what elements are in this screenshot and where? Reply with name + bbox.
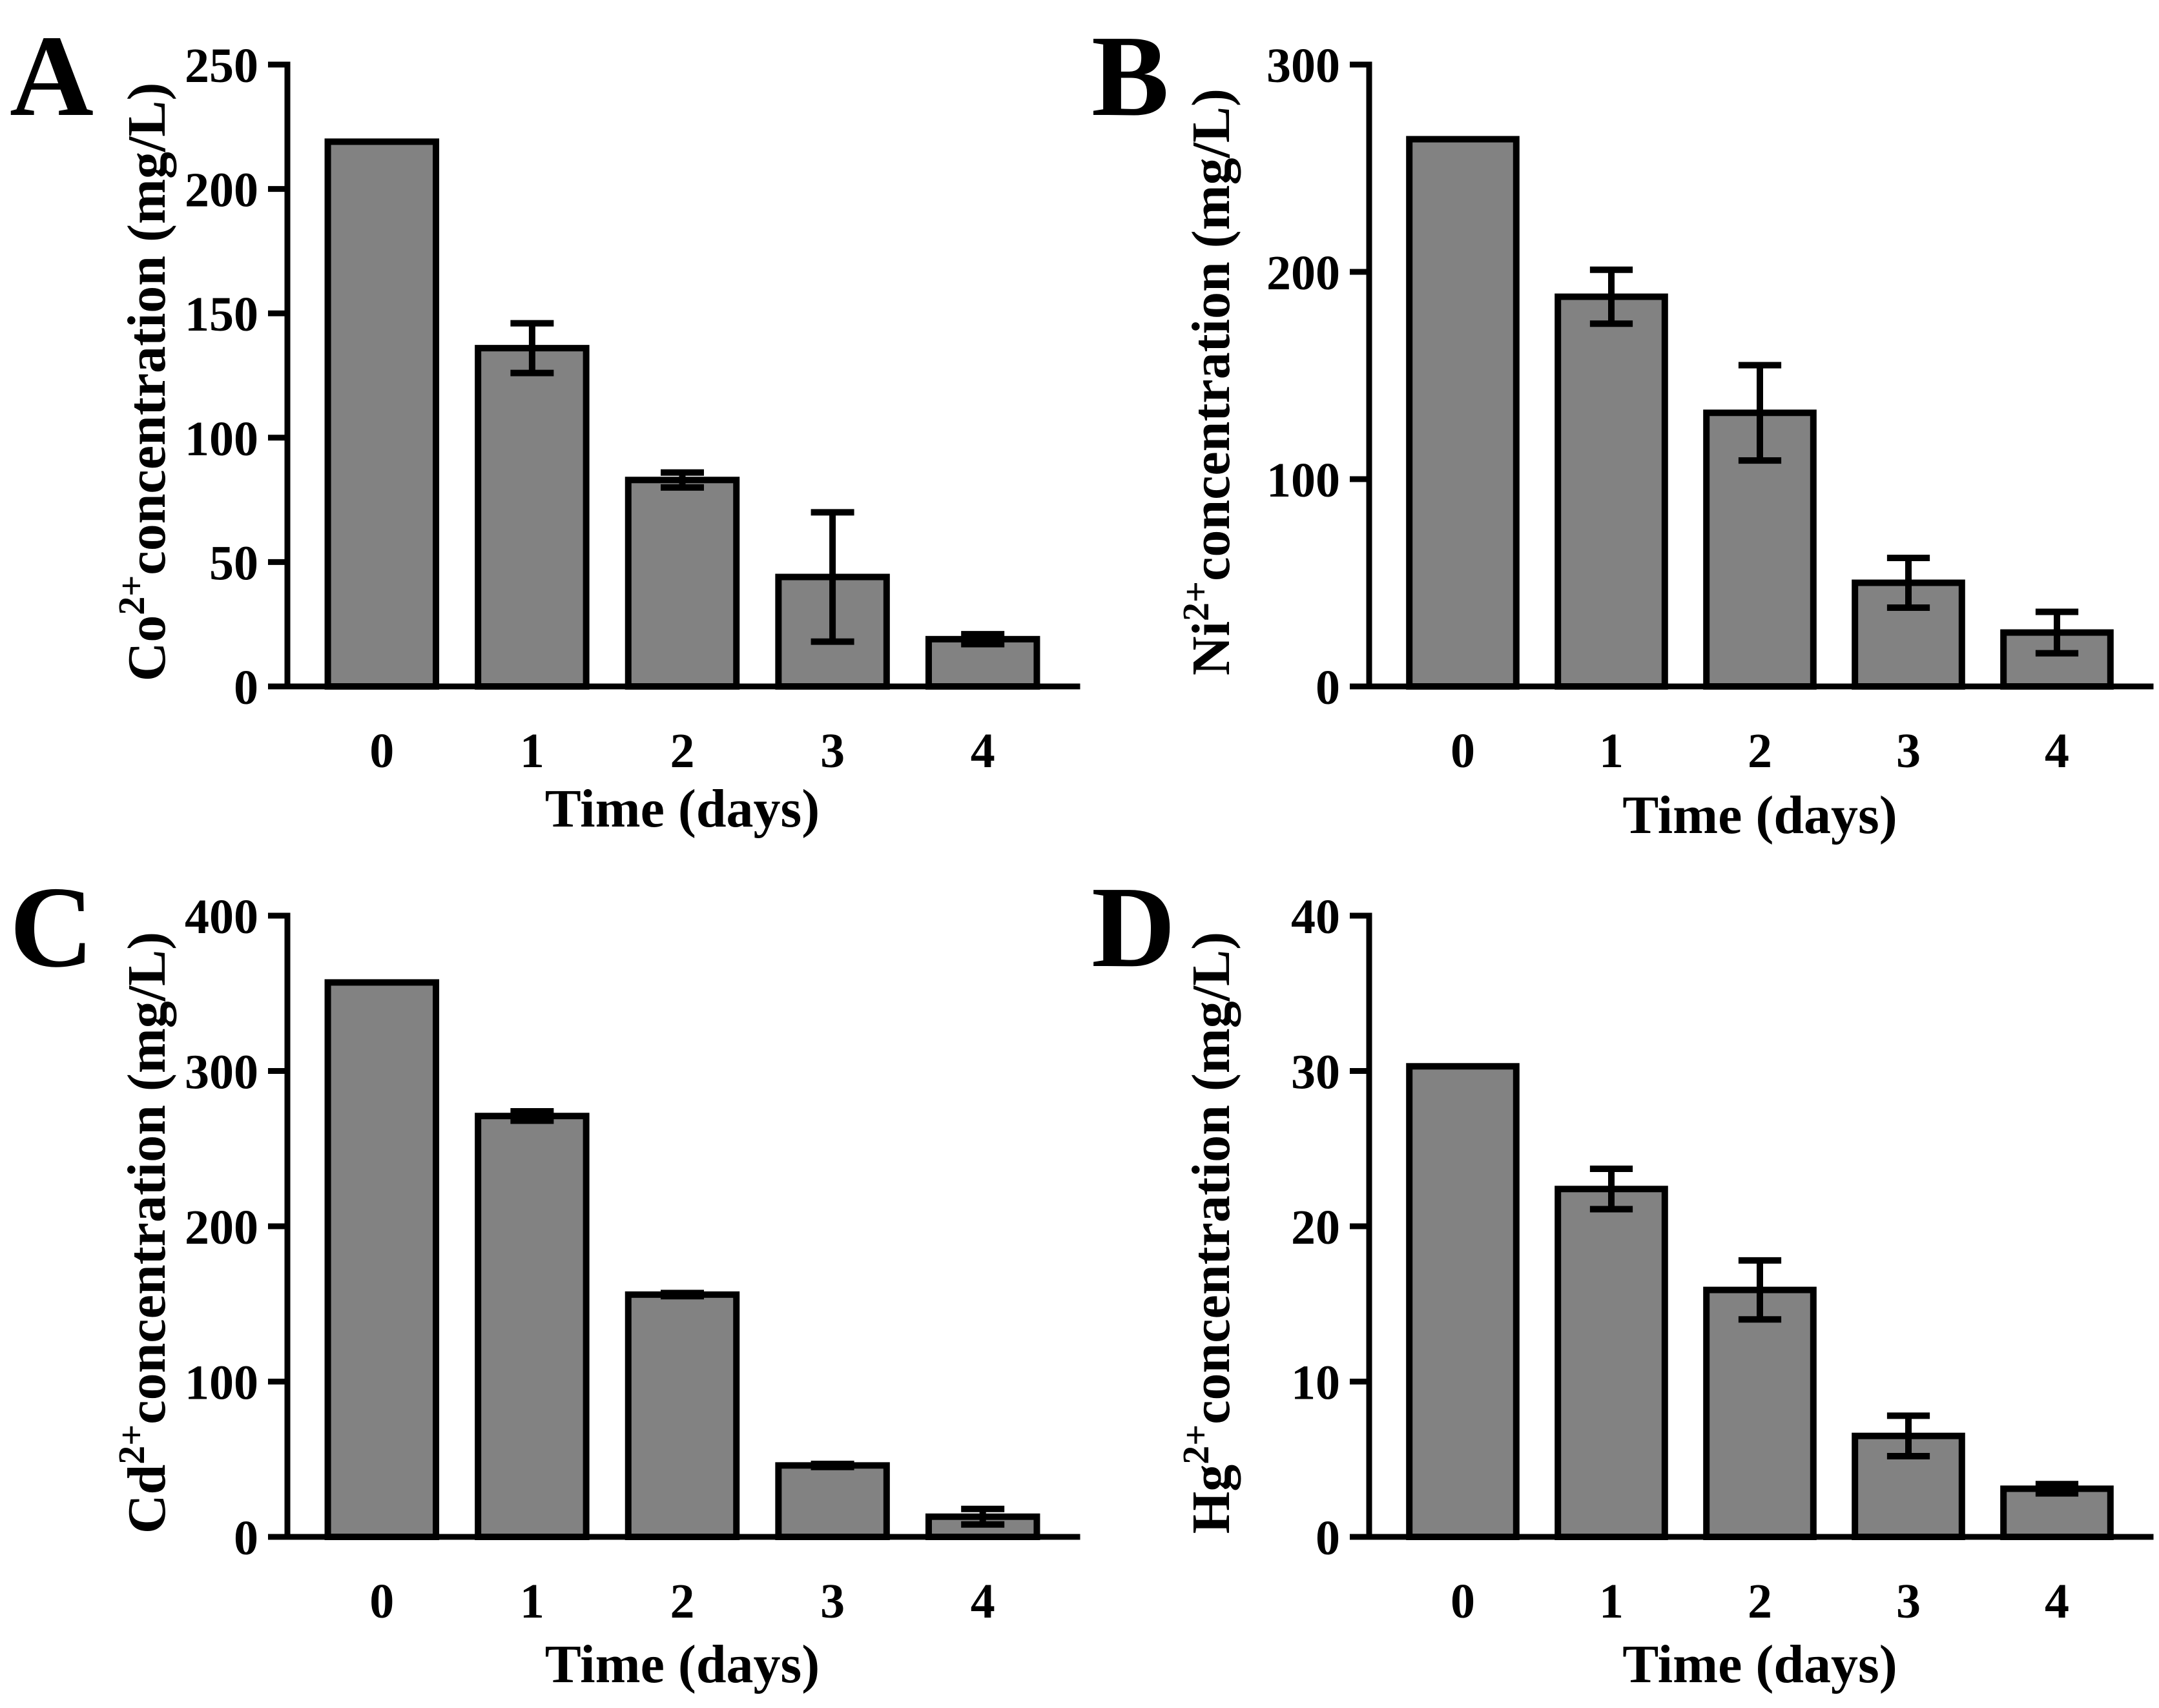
bar: [1555, 1186, 1668, 1540]
bar: [475, 1113, 590, 1540]
ion-symbol: Co: [117, 615, 177, 682]
x-tick-label: 3: [820, 724, 845, 778]
x-axis-title: Time (days): [1622, 785, 1897, 845]
bar: [324, 979, 440, 1541]
x-axis-title: Time (days): [1622, 1634, 1897, 1694]
panel-a: A 0 1 2 3 4 0 50 100 150 200 250 Time (days) Co2+conc…: [10, 12, 1080, 839]
panel-b: B 0 1 2 3 4 0 100 200 300 Time (days) Ni2+concentra…: [1091, 12, 2154, 845]
bar: [1406, 136, 1520, 690]
bar: [1555, 293, 1668, 690]
panel-letter: C: [10, 863, 94, 991]
y-axis-title: Ni2+concentration (mg/L): [1175, 88, 1241, 675]
y-tick-label: 100: [185, 412, 258, 466]
x-axis-title: Time (days): [545, 779, 820, 839]
y-tick-label: 200: [185, 163, 258, 218]
ion-symbol: Cd: [117, 1465, 177, 1534]
x-tick-label: 4: [2045, 724, 2069, 778]
y-tick-label: 250: [185, 39, 258, 93]
x-tick-label: 2: [1748, 724, 1772, 778]
y-tick-label: 200: [185, 1200, 258, 1255]
x-tick-label: 3: [1896, 1574, 1921, 1629]
concentration-unit-label: concentration (mg/L): [117, 83, 177, 575]
y-tick-label: 100: [185, 1356, 258, 1410]
x-tick-label: 3: [1896, 724, 1921, 778]
y-tick-label: 150: [185, 287, 258, 342]
y-tick-label: 10: [1291, 1356, 1340, 1410]
ion-symbol: Ni: [1181, 621, 1241, 675]
x-tick-label: 2: [670, 1574, 695, 1629]
bar: [775, 1462, 890, 1541]
bar: [475, 345, 590, 690]
x-tick-label: 0: [1451, 1574, 1475, 1629]
y-tick-label: 0: [1316, 1511, 1340, 1565]
x-tick-label: 2: [1748, 1574, 1772, 1629]
x-tick-label: 0: [369, 724, 394, 778]
x-tick-label: 4: [2045, 1574, 2069, 1629]
y-axis-title: Hg2+concentration (mg/L): [1175, 932, 1241, 1534]
y-tick-label: 40: [1291, 890, 1340, 944]
panel-letter: B: [1091, 12, 1169, 140]
x-axis-title: Time (days): [545, 1634, 820, 1694]
x-tick-label: 2: [670, 724, 695, 778]
x-tick-label: 4: [971, 724, 995, 778]
concentration-unit-label: concentration (mg/L): [1181, 932, 1241, 1425]
y-tick-label: 30: [1291, 1045, 1340, 1100]
concentration-unit-label: concentration (mg/L): [117, 932, 177, 1425]
y-tick-label: 0: [234, 661, 258, 715]
bar: [324, 138, 440, 690]
y-tick-label: 0: [234, 1511, 258, 1565]
x-tick-label: 4: [971, 1574, 995, 1629]
y-tick-label: 200: [1266, 246, 1340, 300]
ion-charge: 2+: [1175, 581, 1217, 621]
y-tick-label: 20: [1291, 1200, 1340, 1255]
bar: [625, 1291, 740, 1540]
concentration-unit-label: concentration (mg/L): [1181, 88, 1241, 581]
y-tick-label: 300: [185, 1045, 258, 1100]
bar: [625, 477, 740, 690]
y-axis-title: Co2+concentration (mg/L): [110, 83, 177, 682]
ion-charge: 2+: [1175, 1425, 1217, 1465]
panel-c: C 0 1 2 3 4 0 100 200 300 400 Time (days) Cd2+concen…: [10, 863, 1080, 1694]
panel-letter: D: [1091, 863, 1175, 991]
bar: [1703, 1286, 1817, 1540]
y-tick-label: 50: [209, 536, 258, 590]
x-tick-label: 1: [520, 724, 544, 778]
y-tick-label: 0: [1316, 661, 1340, 715]
x-tick-label: 3: [820, 1574, 845, 1629]
ion-charge: 2+: [110, 575, 152, 615]
y-axis-title: Cd2+concentration (mg/L): [110, 932, 177, 1534]
ion-symbol: Hg: [1181, 1465, 1241, 1534]
x-tick-label: 1: [520, 1574, 544, 1629]
ion-charge: 2+: [110, 1425, 152, 1465]
bar: [1406, 1063, 1520, 1541]
panel-letter: A: [10, 12, 94, 140]
x-tick-label: 1: [1599, 724, 1624, 778]
x-tick-label: 0: [1451, 724, 1475, 778]
x-tick-label: 1: [1599, 1574, 1624, 1629]
y-tick-label: 100: [1266, 453, 1340, 508]
x-tick-label: 0: [369, 1574, 394, 1629]
y-tick-label: 400: [185, 890, 258, 944]
y-tick-label: 300: [1266, 39, 1340, 93]
